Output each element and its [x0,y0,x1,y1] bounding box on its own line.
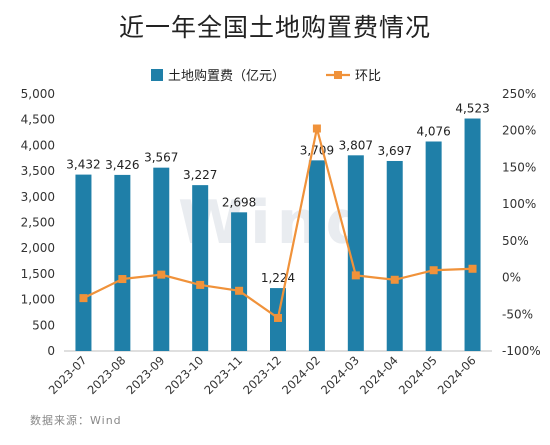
line-point [79,294,88,303]
chart-title: 近一年全国土地购置费情况 [118,13,431,42]
line-point [118,275,127,284]
bar [464,118,481,352]
bar-value-label: 3,807 [339,138,373,152]
x-tick-label: 2024-06 [435,353,479,397]
bar [153,167,170,351]
x-tick-label: 2024-05 [396,353,440,397]
bar-value-label: 1,224 [261,271,295,285]
line-point [196,280,205,289]
x-tick-label: 2023-09 [124,353,168,397]
y-right-tick-label: -50% [502,307,533,321]
y-right-tick-label: 250% [502,87,536,101]
x-tick-label: 2023-08 [85,353,129,397]
legend-marker [334,71,342,79]
y-left-tick-label: 2,500 [21,216,55,230]
data-source: 数据来源：Wind [30,414,122,427]
x-tick-label: 2023-10 [162,353,206,397]
bar [114,174,131,351]
bar [75,174,92,351]
y-left-tick-label: 3,500 [21,164,55,178]
bar-value-label: 3,426 [105,158,139,172]
bar [425,141,442,351]
bar-value-label: 4,523 [455,102,489,116]
line-point [468,264,477,273]
bar-value-label: 3,227 [183,168,217,182]
bar [386,160,403,351]
bar [192,185,209,351]
x-tick-label: 2023-12 [240,353,284,397]
line-point [351,271,360,280]
x-tick-label: 2024-03 [318,353,362,397]
y-left-tick-label: 500 [32,318,55,332]
x-tick-label: 2024-02 [279,353,323,397]
y-left-tick-label: 4,000 [21,138,55,152]
legend-label-bars: 土地购置费（亿元） [168,68,285,84]
bar-value-label: 3,709 [300,143,334,157]
y-left-tick-label: 3,000 [21,190,55,204]
y-left-tick-label: 0 [47,344,55,358]
x-tick-label: 2024-04 [357,353,401,397]
bar [308,160,325,351]
y-right-tick-label: 50% [502,234,529,248]
y-right-tick-label: 100% [502,197,536,211]
legend-swatch-bars [151,69,163,81]
line-point [312,124,321,133]
bar-value-label: 3,697 [378,144,412,158]
line-point [157,270,166,279]
y-left-tick-label: 2,000 [21,241,55,255]
y-left-tick-label: 1,000 [21,293,55,307]
line-point [429,266,438,275]
legend-label-line: 环比 [355,69,381,84]
bar-value-label: 2,698 [222,195,256,209]
y-left-tick-label: 4,500 [21,113,55,127]
y-right-tick-label: -100% [502,344,541,358]
bar-value-label: 4,076 [416,124,450,138]
bar [231,212,248,351]
bar-value-label: 3,567 [144,151,178,165]
x-tick-label: 2023-11 [201,353,245,397]
line-point [274,313,282,322]
line-point [390,275,399,284]
line-point [235,286,244,295]
y-right-tick-label: 0% [502,271,521,285]
y-right-tick-label: 150% [502,160,536,174]
y-left-tick-label: 5,000 [21,87,55,101]
y-left-tick-label: 1,500 [21,267,55,281]
x-tick-label: 2023-07 [46,353,90,397]
y-right-tick-label: 200% [502,124,536,138]
bar [347,155,364,351]
bar-value-label: 3,432 [66,158,100,172]
